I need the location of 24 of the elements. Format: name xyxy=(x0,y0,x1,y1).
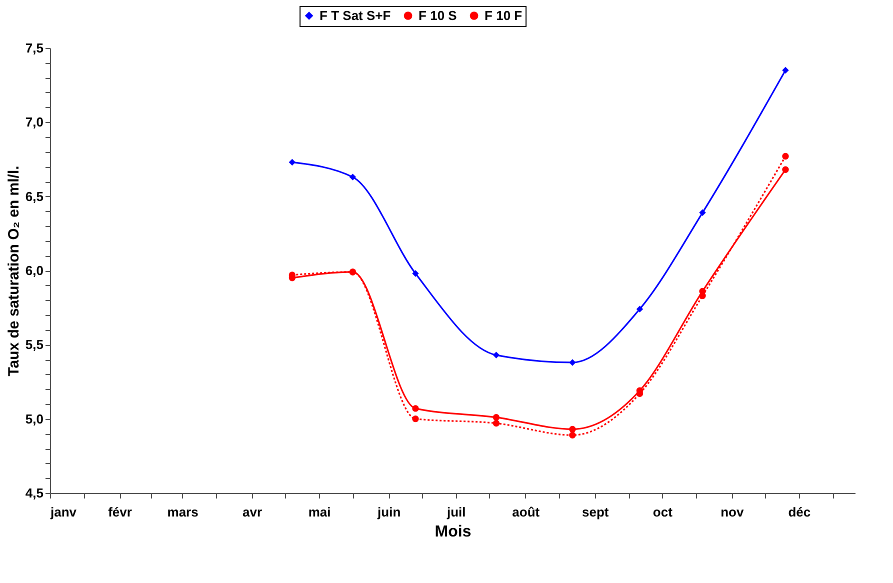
legend-label: F 10 S xyxy=(418,8,458,23)
x-tick-label: févr xyxy=(108,504,132,520)
x-axis-title: Mois xyxy=(434,524,472,540)
x-tick-label: juil xyxy=(446,504,466,520)
y-tick-label: 5,5 xyxy=(25,337,44,352)
x-tick-label: mars xyxy=(167,504,198,520)
x-tick-label: juin xyxy=(376,504,401,520)
x-tick-label: avr xyxy=(242,504,262,520)
x-tick-label: mai xyxy=(308,504,331,520)
y-tick-label: 6,5 xyxy=(25,188,44,204)
x-tick-label: janv xyxy=(50,504,78,520)
x-tick-label: oct xyxy=(652,504,674,520)
legend-label: F 10 F xyxy=(484,8,522,23)
x-tick-label: sept xyxy=(582,504,610,520)
y-axis-title: Taux de saturation O₂ en ml/l. xyxy=(5,166,22,376)
x-tick-label: août xyxy=(512,504,540,520)
legend-label: F T Sat S+F xyxy=(320,8,391,23)
y-tick-label: 4,5 xyxy=(25,486,44,500)
x-tick-label: déc xyxy=(788,504,811,520)
x-tick-label: nov xyxy=(720,504,744,520)
y-tick-label: 7,5 xyxy=(25,40,44,56)
y-tick-label: 7,0 xyxy=(25,114,44,130)
y-tick-label: 6,0 xyxy=(25,263,44,278)
y-tick-label: 5,0 xyxy=(25,411,44,426)
